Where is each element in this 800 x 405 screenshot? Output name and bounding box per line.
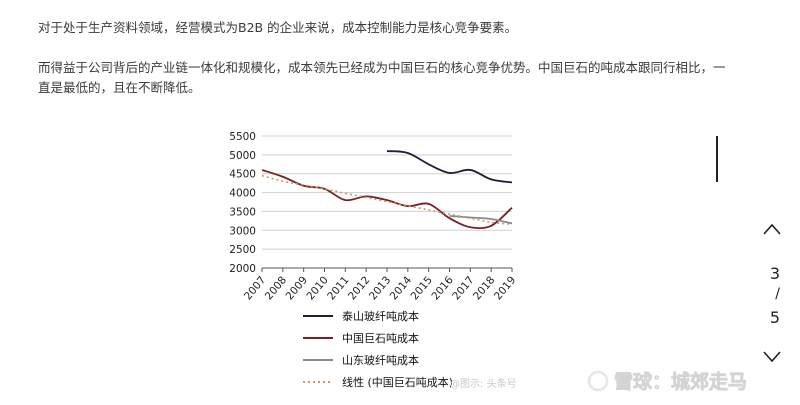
legend-label: 线性 (中国巨石吨成本) [342, 375, 453, 389]
x-tick-label: 2015 [409, 274, 435, 302]
y-tick-label: 3000 [229, 225, 256, 237]
article-paragraph-1: 对于处于生产资料领域，经营模式为B2B 的企业来说，成本控制能力是核心竞争要素。 [38, 20, 518, 35]
x-tick-label: 2013 [367, 274, 393, 302]
series-line-0 [386, 150, 513, 184]
x-tick-label: 2010 [304, 274, 330, 302]
article-paragraph-2: 而得益于公司背后的产业链一体化和规模化，成本领先已经成为中国巨石的核心竞争优势。… [38, 60, 726, 95]
page-current: 3 [769, 264, 780, 283]
x-tick-label: 2009 [284, 274, 310, 302]
y-tick-label: 2000 [229, 263, 256, 275]
x-tick-label: 2008 [263, 274, 289, 302]
scroll-indicator [716, 136, 718, 182]
x-tick-label: 2007 [242, 274, 268, 302]
x-tick-label: 2014 [388, 274, 415, 302]
page-separator: / [775, 286, 780, 302]
y-tick-label: 3500 [229, 206, 256, 218]
series-line-1 [261, 169, 513, 230]
watermark-right: 雪球：城郊走马 [614, 370, 747, 393]
snowball-logo-icon [587, 370, 609, 392]
watermark-left: @图示: 头条号 [450, 377, 517, 390]
legend-label: 中国巨石吨成本 [342, 331, 419, 345]
x-tick-label: 2016 [429, 274, 456, 302]
x-tick-label: 2018 [471, 274, 497, 302]
x-tick-label: 2019 [492, 274, 518, 302]
y-tick-label: 4500 [229, 169, 256, 181]
legend-label: 山东玻纤吨成本 [342, 353, 419, 367]
legend-label: 泰山玻纤吨成本 [342, 309, 419, 323]
x-tick-label: 2011 [325, 274, 351, 302]
y-tick-label: 4000 [229, 188, 256, 200]
y-tick-label: 5000 [229, 150, 256, 162]
x-tick-label: 2017 [450, 274, 476, 302]
y-tick-label: 5500 [229, 131, 256, 143]
x-tick-label: 2012 [346, 274, 372, 302]
chevron-down-icon[interactable] [762, 350, 782, 364]
chevron-up-icon[interactable] [762, 222, 782, 236]
y-tick-label: 2500 [229, 244, 256, 256]
page-total: 5 [769, 308, 780, 327]
